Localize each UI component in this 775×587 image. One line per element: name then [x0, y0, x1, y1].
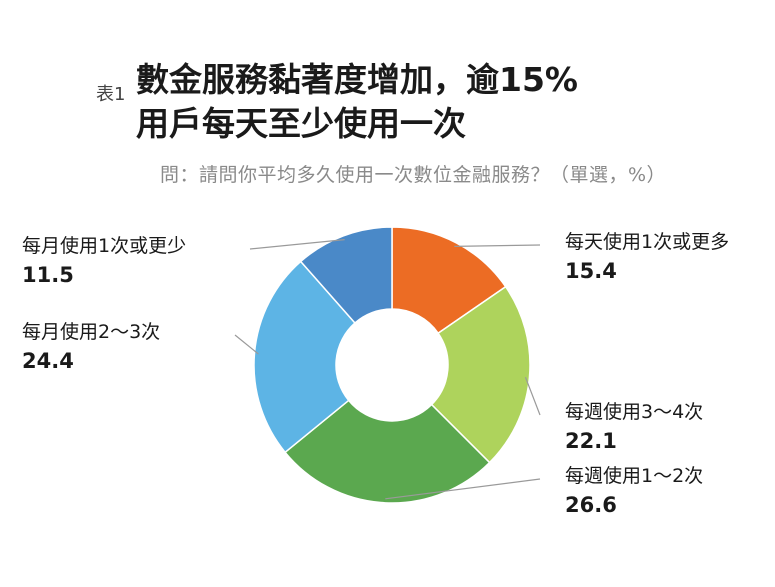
slice-value-1: 15.4 — [565, 259, 617, 283]
leader-line-1 — [454, 244, 541, 247]
leader-line-4 — [234, 334, 259, 355]
leader-lines — [234, 239, 541, 500]
slice-5 — [299, 226, 393, 325]
leader-line-3 — [385, 478, 541, 500]
slice-label-3: 每週使用1～2次 — [565, 465, 703, 487]
slice-label-5: 每月使用1次或更少 — [22, 235, 186, 257]
chart-subtitle: 問：請問你平均多久使用一次數位金融服務？（單選，%） — [160, 164, 667, 186]
slice-4 — [253, 260, 357, 454]
slices — [253, 226, 531, 504]
title-line-1: 數金服務黏著度增加，逾15% — [136, 60, 578, 99]
slice-2 — [430, 285, 531, 464]
slice-3 — [284, 399, 491, 504]
slice-value-4: 24.4 — [22, 349, 74, 373]
slice-label-4: 每月使用2～3次 — [22, 321, 160, 343]
slice-1 — [391, 226, 507, 335]
leader-line-2 — [524, 376, 541, 416]
leader-line-5 — [249, 239, 345, 250]
slice-labels: 每天使用1次或更多 15.4 每週使用3～4次 22.1 每週使用1～2次 26.6 每月使… — [22, 231, 729, 517]
slice-label-1: 每天使用1次或更多 — [565, 231, 729, 253]
slice-label-2: 每週使用3～4次 — [565, 401, 703, 423]
title-line-2: 用戶每天至少使用一次 — [136, 104, 466, 143]
chart-tag: 表1 — [96, 84, 126, 105]
slice-value-3: 26.6 — [565, 493, 617, 517]
slice-value-5: 11.5 — [22, 263, 74, 287]
slice-value-2: 22.1 — [565, 429, 617, 453]
